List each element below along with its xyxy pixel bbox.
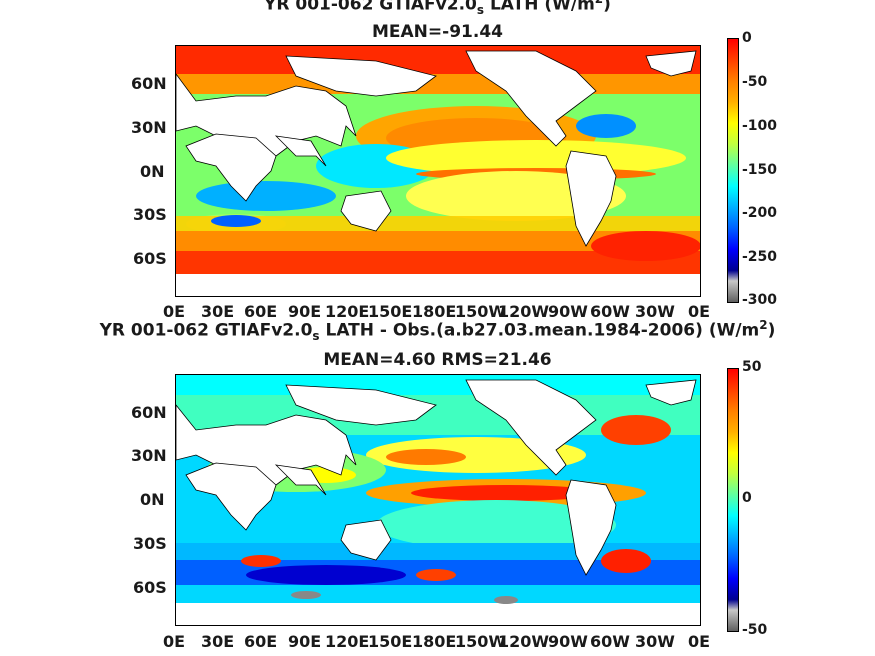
panel2-colorbar-tick: 0	[742, 490, 752, 506]
panel1-lat-label: 60N	[131, 74, 167, 93]
panel1-lat-label: 30S	[133, 205, 167, 224]
panel2-lon-label: 30W	[635, 632, 675, 651]
panel1-colorbar-tick: -100	[742, 118, 778, 134]
panel1-colorbar-tick: -200	[742, 205, 778, 221]
panel2-colorbar-tick: -50	[742, 622, 768, 638]
panel1-lon-label: 0E	[163, 302, 186, 321]
panel1-colorbar	[727, 38, 739, 303]
panel2-lat-label: 30S	[133, 534, 167, 553]
panel2-lon-label: 30E	[201, 632, 235, 651]
panel2-title: YR 001-062 GTIAFv2.0s LATH - Obs.(a.b27.…	[0, 318, 875, 343]
panel2-lon-label: 0E	[163, 632, 186, 651]
panel2-lon-label: 150E	[368, 632, 413, 651]
panel1-colorbar-tick: -300	[742, 292, 778, 308]
panel1-colorbar-tick: 0	[742, 30, 752, 46]
panel2-stats: MEAN=4.60 RMS=21.46	[323, 350, 552, 370]
panel1-lon-label: 120E	[325, 302, 370, 321]
panel2-lat-label: 30N	[131, 446, 167, 465]
panel2-lon-label: 90W	[548, 632, 588, 651]
panel2-title-text: YR 001-062 GTIAFv2.0	[99, 320, 313, 341]
panel2-colorbar	[727, 368, 739, 632]
panel2-lon-label: 60W	[590, 632, 630, 651]
panel1-title-close: )	[603, 0, 611, 15]
panel2-lon-label: 60E	[244, 632, 278, 651]
panel1-title-units: LATH (W/m	[489, 0, 595, 15]
panel1-lat-label: 0N	[140, 162, 165, 181]
panel1-lon-label: 150W	[455, 302, 507, 321]
panel2-lon-label: 0E	[688, 632, 711, 651]
panel1-lon-label: 90E	[288, 302, 322, 321]
panel2-lat-label: 60S	[133, 578, 167, 597]
panel2-lat-label: 0N	[140, 490, 165, 509]
panel2-lon-label: 150W	[455, 632, 507, 651]
panel1-lon-label: 90W	[548, 302, 588, 321]
panel2-title-close: )	[767, 320, 776, 341]
panel2-lon-label: 120E	[325, 632, 370, 651]
panel2-map-svg	[176, 375, 700, 625]
panel2-map	[175, 374, 701, 626]
panel1-title-superscript: 2	[595, 0, 603, 6]
panel1-colorbar-tick: -50	[742, 74, 768, 90]
panel1-lon-label: 60E	[244, 302, 278, 321]
panel1-lon-label: 150E	[368, 302, 413, 321]
panel1-title: YR 001-062 GTIAFv2.0s LATH (W/m2)	[0, 0, 875, 17]
panel2-lon-label: 180E	[412, 632, 457, 651]
panel1-lon-label: 0E	[688, 302, 711, 321]
panel1-lat-label: 60S	[133, 249, 167, 268]
panel2-lon-label: 90E	[288, 632, 322, 651]
panel2-title-superscript: 2	[759, 318, 768, 332]
panel1-colorbar-tick: -150	[742, 162, 778, 178]
panel1-map-svg	[176, 46, 700, 296]
panel1-lon-label: 180E	[412, 302, 457, 321]
panel1-colorbar-tick: -250	[742, 249, 778, 265]
panel1-lon-label: 60W	[590, 302, 630, 321]
panel1-lon-label: 120W	[498, 302, 550, 321]
panel2-lon-label: 120W	[498, 632, 550, 651]
panel1-title-text: YR 001-062 GTIAFv2.0	[264, 0, 477, 15]
panel2-title-subscript: s	[312, 329, 320, 344]
panel2-title-units: LATH - Obs.(a.b27.03.mean.1984-2006) (W/…	[325, 320, 760, 341]
panel1-lat-label: 30N	[131, 118, 167, 137]
panel2-colorbar-tick: 50	[742, 359, 762, 375]
panel1-lon-label: 30E	[201, 302, 235, 321]
panel1-map	[175, 45, 701, 297]
panel2-lat-label: 60N	[131, 403, 167, 422]
panel1-mean: MEAN=-91.44	[372, 22, 503, 42]
panel1-lon-label: 30W	[635, 302, 675, 321]
panel1-title-subscript: s	[476, 3, 485, 18]
